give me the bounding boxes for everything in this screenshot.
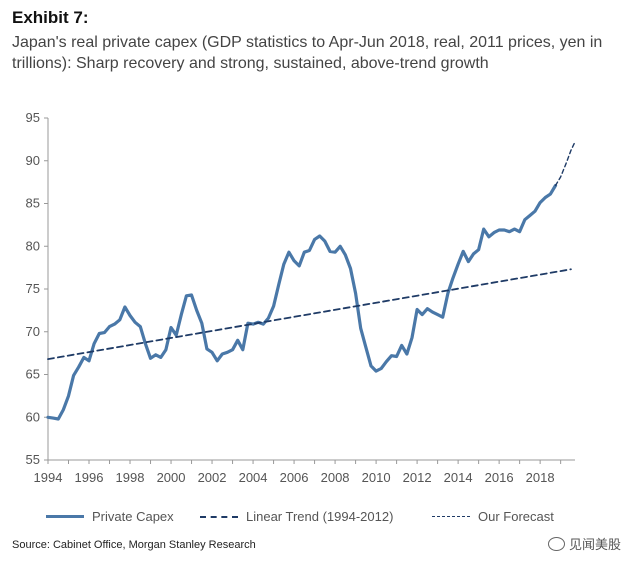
legend-item-private-capex: Private Capex	[46, 509, 174, 524]
legend-swatch-forecast	[432, 516, 470, 517]
y-tick-label: 75	[26, 281, 40, 296]
source-note: Source: Cabinet Office, Morgan Stanley R…	[12, 539, 256, 551]
legend-label-private-capex: Private Capex	[92, 509, 174, 524]
x-tick-label: 1996	[75, 470, 104, 485]
chart-title: Japan's real private capex (GDP statisti…	[12, 34, 603, 72]
y-tick-label: 55	[26, 452, 40, 467]
watermark-text: 见闻美股	[568, 537, 621, 552]
x-tick-label: 1998	[116, 470, 145, 485]
x-tick-label: 2008	[321, 470, 350, 485]
x-tick-label: 2006	[280, 470, 309, 485]
x-tick-label: 2002	[198, 470, 227, 485]
legend-item-linear-trend: Linear Trend (1994-2012)	[200, 509, 393, 524]
legend-label-forecast: Our Forecast	[478, 509, 554, 524]
x-tick-label: 2014	[444, 470, 473, 485]
x-tick-label: 2004	[239, 470, 268, 485]
y-tick-label: 65	[26, 367, 40, 382]
x-tick-label: 1994	[34, 470, 63, 485]
watermark: 见闻美股	[547, 534, 621, 553]
series-line-private-capex	[46, 183, 558, 421]
x-tick-label: 2010	[362, 470, 391, 485]
legend-item-forecast: Our Forecast	[432, 509, 554, 524]
legend-label-linear-trend: Linear Trend (1994-2012)	[246, 509, 394, 524]
series-line-linear-trend	[47, 268, 572, 360]
y-tick-label: 80	[26, 238, 40, 253]
y-tick-label: 60	[26, 409, 40, 424]
exhibit-label: Exhibit 7:	[12, 8, 89, 27]
x-tick-label: 2012	[403, 470, 432, 485]
x-tick-label: 2018	[526, 470, 555, 485]
x-tick-label: 2016	[485, 470, 514, 485]
y-tick-label: 70	[26, 324, 40, 339]
y-tick-label: 90	[26, 153, 40, 168]
legend-swatch-linear-trend	[200, 515, 238, 518]
legend-swatch-private-capex	[46, 515, 84, 518]
y-tick-label: 85	[26, 196, 40, 211]
y-tick-label: 95	[26, 110, 40, 125]
wechat-icon	[547, 536, 565, 551]
line-chart: 55 60 65 70 75 80 85 90 95 1994 1996 1998 2000 2002 20…	[26, 110, 576, 485]
series-line-forecast	[554, 141, 576, 187]
x-tick-label: 2000	[157, 470, 186, 485]
